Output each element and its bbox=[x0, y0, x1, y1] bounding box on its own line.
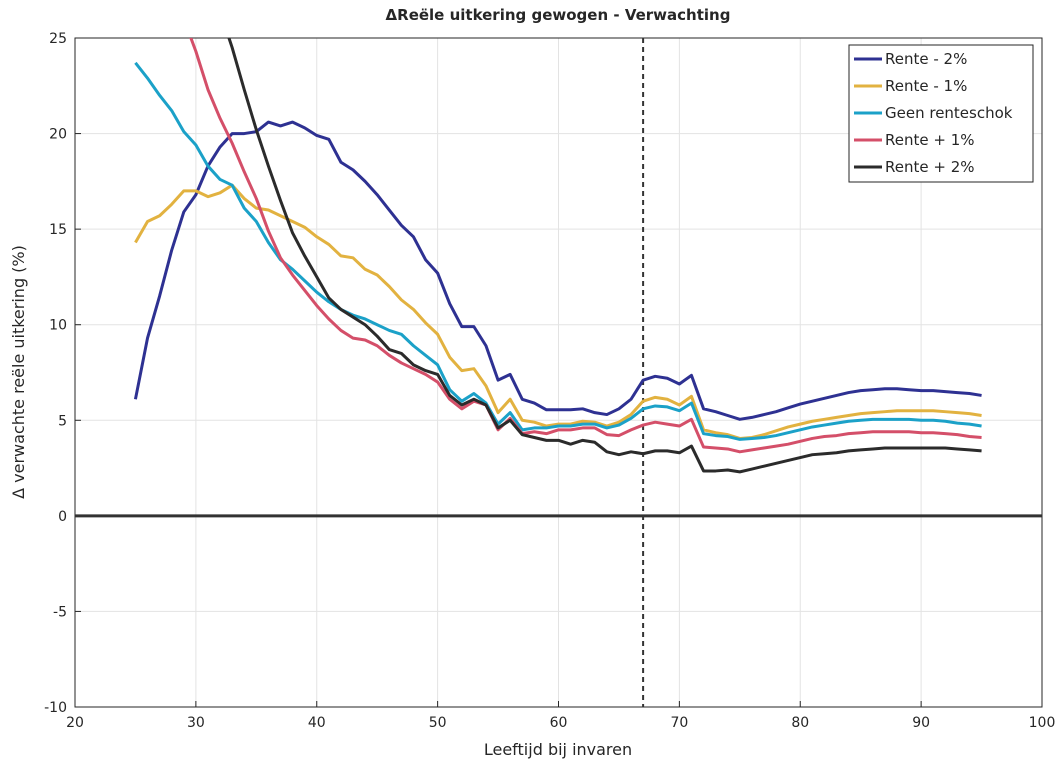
y-tick-label: 25 bbox=[49, 31, 67, 47]
legend-label: Geen renteschok bbox=[885, 104, 1013, 122]
y-tick-label: -10 bbox=[44, 700, 67, 716]
series-line bbox=[189, 38, 982, 454]
x-tick-label: 30 bbox=[187, 715, 205, 731]
chart-title: ΔReële uitkering gewogen - Verwachting bbox=[386, 6, 731, 24]
x-tick-label: 90 bbox=[912, 715, 930, 731]
series-line bbox=[133, 120, 982, 421]
x-tick-label: 50 bbox=[429, 715, 447, 731]
legend-label: Rente + 2% bbox=[885, 158, 975, 176]
legend-label: Rente + 1% bbox=[885, 131, 975, 149]
series-group bbox=[133, 38, 982, 474]
x-tick-label: 40 bbox=[308, 715, 326, 731]
x-tick-label: 80 bbox=[791, 715, 809, 731]
x-tick-label: 100 bbox=[1029, 715, 1056, 731]
y-tick-label: 20 bbox=[49, 127, 67, 143]
series-line bbox=[227, 38, 982, 474]
y-tick-label: 15 bbox=[49, 222, 67, 238]
axes-box bbox=[74, 37, 1043, 708]
x-tick-label: 70 bbox=[670, 715, 688, 731]
legend-label: Rente - 2% bbox=[885, 50, 967, 68]
y-tick-label: -5 bbox=[53, 604, 67, 620]
y-tick-label: 0 bbox=[58, 509, 67, 525]
x-tick-label: 20 bbox=[66, 715, 84, 731]
y-tick-label: 10 bbox=[49, 318, 67, 334]
y-tick-label: 5 bbox=[58, 413, 67, 429]
legend-label: Rente - 1% bbox=[885, 77, 967, 95]
series-line bbox=[134, 183, 982, 440]
x-tick-label: 60 bbox=[550, 715, 568, 731]
y-axis-label: Δ verwachte reële uitkering (%) bbox=[9, 245, 28, 499]
x-axis-label: Leeftijd bij invaren bbox=[484, 740, 632, 759]
series-line bbox=[134, 61, 982, 441]
